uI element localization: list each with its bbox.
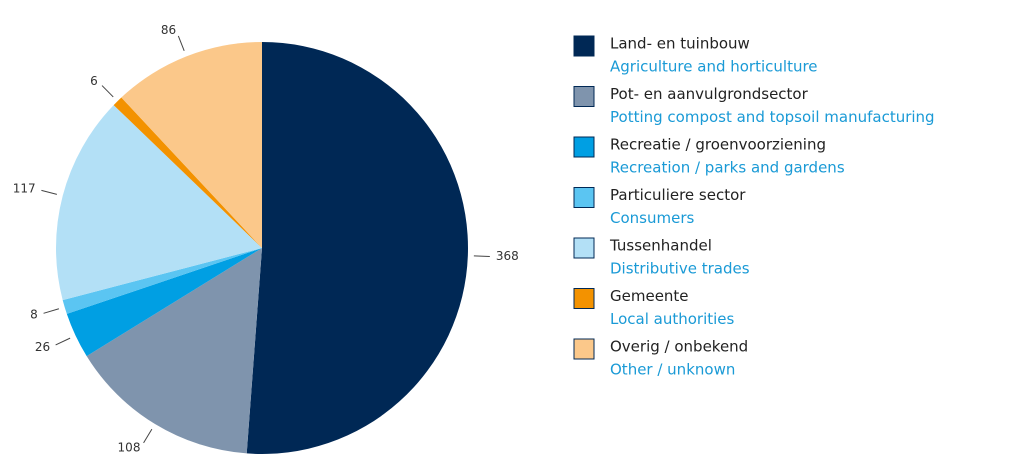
value-label: 6: [90, 74, 98, 88]
leader-line: [41, 189, 58, 195]
legend-swatch: [573, 136, 595, 158]
leader-line: [101, 85, 114, 98]
value-label: 86: [161, 23, 176, 37]
pie-slice: [56, 105, 262, 301]
leader-line: [55, 337, 71, 346]
legend-translation: Recreation / parks and gardens: [610, 159, 845, 177]
leader-line: [43, 308, 60, 314]
pie-slice: [121, 42, 262, 248]
legend-translation: Local authorities: [610, 310, 735, 328]
value-label: 108: [118, 440, 141, 454]
legend-swatch: [573, 35, 595, 57]
pie-slice: [113, 97, 262, 249]
legend-translation: Consumers: [610, 209, 694, 227]
legend-label: Gemeente: [610, 287, 689, 305]
pie-slice: [62, 248, 262, 314]
legend-swatch: [573, 86, 595, 107]
legend-label: Land- en tuinbouw: [610, 35, 750, 53]
legend-translation: Distributive trades: [610, 260, 750, 278]
value-label: 8: [30, 308, 38, 322]
legend-translation: Potting compost and topsoil manufacturin…: [610, 108, 935, 126]
leader-line: [177, 35, 185, 51]
legend-swatch: [573, 338, 595, 360]
legend-label: Tussenhandel: [609, 237, 712, 255]
pie-slice: [66, 248, 262, 357]
legend-translation: Other / unknown: [610, 361, 735, 379]
value-label: 368: [496, 249, 519, 263]
legend-label: Pot- en aanvulgrondsector: [610, 85, 809, 103]
legend-translation: Agriculture and horticulture: [610, 58, 818, 76]
legend-swatch: [573, 288, 595, 309]
legend-swatch: [573, 237, 595, 259]
pie-slice: [86, 248, 262, 454]
leader-line: [143, 428, 153, 444]
legend-label: Overig / onbekend: [610, 338, 748, 356]
legend-swatch: [573, 187, 595, 208]
leader-line: [473, 255, 490, 257]
value-label: 26: [35, 340, 50, 354]
legend-label: Recreatie / groenvoorziening: [610, 136, 826, 154]
pie-slice: [246, 42, 468, 454]
value-label: 117: [13, 181, 36, 195]
legend-label: Particuliere sector: [610, 186, 746, 204]
